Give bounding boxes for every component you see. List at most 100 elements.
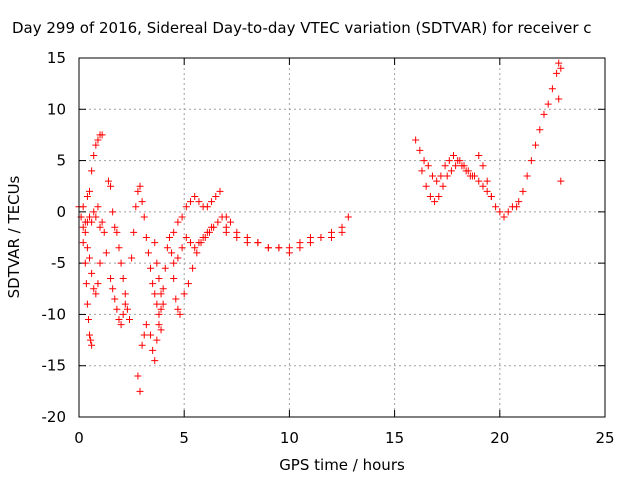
data-point: [94, 280, 102, 288]
data-point: [492, 203, 500, 211]
data-point: [140, 213, 148, 221]
data-point: [79, 223, 87, 231]
data-point: [557, 177, 565, 185]
data-point: [111, 295, 119, 303]
data-point: [536, 126, 544, 134]
data-point: [92, 141, 100, 149]
data-point: [149, 346, 157, 354]
data-point: [96, 259, 104, 267]
y-axis-label: SDTVAR / TECUs: [5, 175, 23, 298]
data-point: [212, 192, 220, 200]
data-point: [338, 223, 346, 231]
data-point: [144, 249, 152, 257]
data-point: [88, 269, 96, 277]
data-point: [180, 290, 188, 298]
data-point: [475, 177, 483, 185]
data-point: [513, 203, 521, 211]
data-point: [88, 341, 96, 349]
data-point: [191, 244, 199, 252]
data-point: [113, 305, 121, 313]
data-point: [214, 218, 222, 226]
data-point: [264, 244, 272, 252]
data-point: [216, 187, 224, 195]
data-point: [187, 239, 195, 247]
data-point: [119, 310, 127, 318]
data-point: [464, 167, 472, 175]
data-point: [222, 223, 230, 231]
data-point: [81, 259, 89, 267]
axes: [78, 57, 606, 418]
data-point: [460, 162, 468, 170]
data-point: [88, 218, 96, 226]
x-tick-label: 20: [490, 429, 509, 447]
y-tick-label: -15: [42, 357, 67, 375]
data-point: [452, 162, 460, 170]
data-point: [416, 146, 424, 154]
data-point: [86, 213, 94, 221]
data-point: [163, 244, 171, 252]
data-point: [121, 290, 129, 298]
data-point: [540, 110, 548, 118]
data-point: [447, 167, 455, 175]
data-point: [147, 331, 155, 339]
data-point: [81, 228, 89, 236]
data-point: [115, 244, 123, 252]
data-point: [174, 218, 182, 226]
data-point: [479, 182, 487, 190]
y-tick-label: -10: [42, 305, 67, 323]
x-tick-label: 25: [595, 429, 614, 447]
data-point: [412, 136, 420, 144]
data-point: [107, 275, 115, 283]
data-point: [159, 300, 167, 308]
data-point: [115, 316, 123, 324]
y-tick-labels: -20 -15 -10 -5 0 5 10 15: [42, 49, 67, 426]
y-tick-label: -20: [42, 408, 67, 426]
data-point: [94, 203, 102, 211]
data-point: [159, 285, 167, 293]
data-point: [191, 192, 199, 200]
y-tick-label: 0: [56, 203, 66, 221]
data-point: [79, 239, 87, 247]
data-point: [165, 234, 173, 241]
data-point: [487, 192, 495, 200]
data-point: [182, 234, 190, 241]
data-point: [193, 249, 201, 257]
data-point: [104, 177, 112, 185]
data-point: [468, 172, 476, 180]
data-point: [317, 234, 325, 241]
data-point: [155, 275, 163, 283]
data-point: [151, 357, 159, 365]
data-point: [450, 151, 458, 159]
data-point: [83, 192, 91, 200]
data-point: [222, 213, 230, 221]
data-point: [504, 208, 512, 216]
data-point: [174, 305, 182, 313]
data-point: [119, 275, 127, 283]
data-point: [172, 295, 180, 303]
data-point: [94, 136, 102, 144]
data-point: [555, 95, 563, 103]
data-point: [100, 228, 108, 236]
x-tick-label: 10: [280, 429, 299, 447]
data-point: [285, 249, 293, 257]
data-point: [275, 244, 283, 252]
data-point: [178, 213, 186, 221]
data-point: [428, 172, 436, 180]
data-point: [445, 157, 453, 165]
data-point: [424, 162, 432, 170]
data-point: [134, 372, 142, 380]
data-point: [515, 198, 523, 206]
data-point: [113, 228, 121, 236]
data-point: [86, 187, 94, 195]
data-point: [197, 239, 205, 247]
data-point: [435, 192, 443, 200]
data-point: [306, 239, 314, 247]
data-point: [475, 151, 483, 159]
data-point: [157, 290, 165, 298]
data-point: [142, 321, 150, 329]
data-point: [233, 228, 241, 236]
data-point: [254, 239, 262, 247]
data-point: [117, 259, 125, 267]
chart-title: Day 299 of 2016, Sidereal Day-to-day VTE…: [12, 19, 592, 37]
data-point: [420, 157, 428, 165]
